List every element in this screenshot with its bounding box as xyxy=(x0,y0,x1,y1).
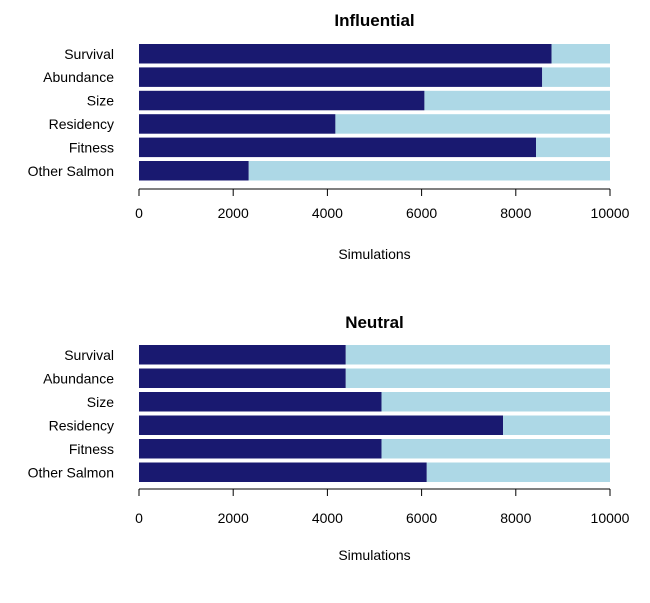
bar-segment-dark xyxy=(139,44,552,64)
x-axis-label: Simulations xyxy=(338,246,410,262)
category-label: Other Salmon xyxy=(28,464,114,480)
bar-segment-dark xyxy=(139,368,346,388)
x-tick-label: 8000 xyxy=(500,205,531,221)
chart-title: Neutral xyxy=(345,313,404,332)
x-tick-label: 0 xyxy=(135,510,143,526)
x-tick-label: 2000 xyxy=(218,510,249,526)
bar-segment-light xyxy=(345,368,610,388)
category-label: Size xyxy=(87,394,114,410)
category-label: Fitness xyxy=(69,139,114,155)
bar-segment-light xyxy=(381,392,610,412)
bar-segment-light xyxy=(542,67,610,87)
bar-segment-light xyxy=(426,462,610,482)
category-label: Survival xyxy=(64,347,114,363)
bar-segment-light xyxy=(381,439,610,459)
bar-segment-dark xyxy=(139,462,427,482)
category-label: Residency xyxy=(49,417,114,433)
x-axis-label: Simulations xyxy=(338,547,410,563)
x-tick-label: 6000 xyxy=(406,205,437,221)
chart-title: Influential xyxy=(334,11,414,30)
bar-segment-light xyxy=(424,90,610,111)
x-tick-label: 10000 xyxy=(591,510,630,526)
bar-segment-light xyxy=(345,345,610,365)
bar-segment-light xyxy=(536,137,610,158)
category-label: Abundance xyxy=(43,370,114,386)
category-label: Fitness xyxy=(69,441,114,457)
x-tick-label: 6000 xyxy=(406,510,437,526)
bar-segment-dark xyxy=(139,439,382,459)
category-label: Abundance xyxy=(43,69,114,85)
x-tick-label: 8000 xyxy=(500,510,531,526)
bar-segment-dark xyxy=(139,345,346,365)
bar-segment-light xyxy=(551,44,610,64)
category-label: Other Salmon xyxy=(28,163,114,179)
bar-segment-light xyxy=(503,415,610,435)
bar-segment-light xyxy=(335,114,610,134)
x-tick-label: 0 xyxy=(135,205,143,221)
category-label: Size xyxy=(87,93,114,109)
bar-segment-dark xyxy=(139,392,382,412)
category-label: Survival xyxy=(64,46,114,62)
x-tick-label: 4000 xyxy=(312,510,343,526)
bar-segment-dark xyxy=(139,90,425,111)
bar-segment-dark xyxy=(139,67,543,87)
x-tick-label: 4000 xyxy=(312,205,343,221)
x-tick-label: 2000 xyxy=(218,205,249,221)
bar-segment-dark xyxy=(139,137,537,158)
x-tick-label: 10000 xyxy=(591,205,630,221)
bar-segment-dark xyxy=(139,415,504,435)
bar-segment-dark xyxy=(139,114,336,134)
bar-segment-light xyxy=(248,161,611,181)
category-label: Residency xyxy=(49,116,114,132)
bar-segment-dark xyxy=(139,161,249,181)
